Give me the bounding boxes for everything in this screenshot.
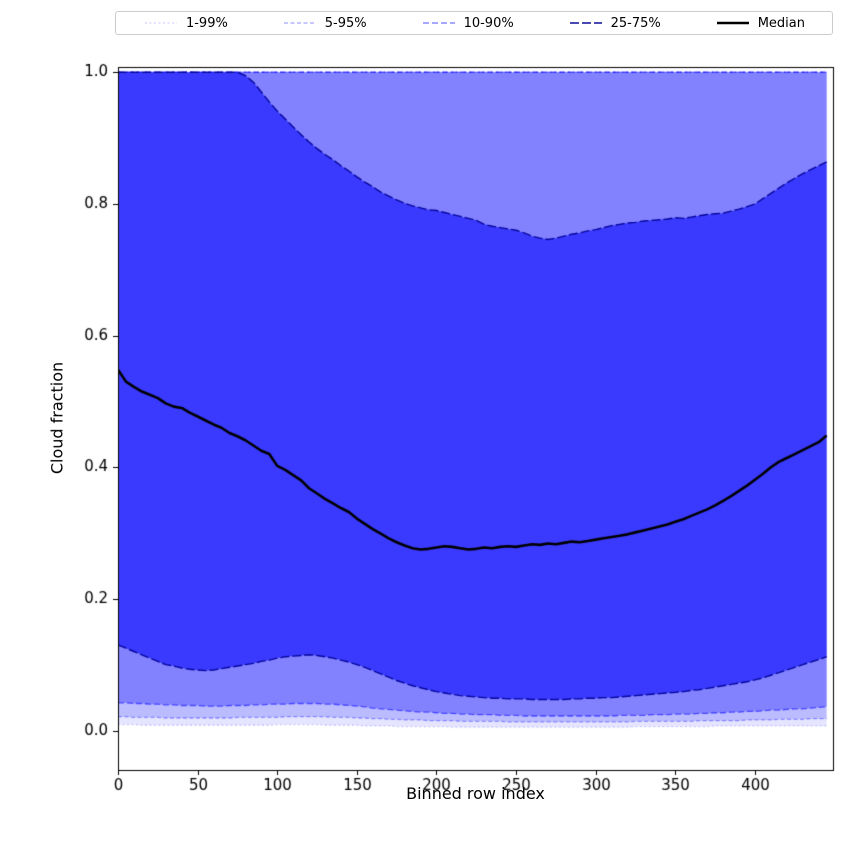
band-1-99-line-icon	[144, 22, 177, 24]
legend-label: 5-95%	[324, 15, 367, 31]
legend-item-10-90: 10-90%	[421, 16, 514, 31]
legend-label: 10-90%	[463, 15, 514, 31]
chart-legend: 1-99% 5-95% 10-90% 25-75% Median	[115, 11, 833, 35]
legend-label: 25-75%	[610, 15, 661, 31]
x-axis-label: Binned row index	[406, 784, 545, 803]
band-10-90-line-icon	[422, 22, 455, 24]
legend-item-25-75: 25-75%	[568, 16, 661, 31]
legend-item-5-95: 5-95%	[282, 16, 367, 31]
median-line-icon	[716, 21, 749, 25]
legend-label: Median	[757, 15, 806, 31]
legend-item-1-99: 1-99%	[143, 16, 228, 31]
legend-label: 1-99%	[185, 15, 228, 31]
band-25-75-line-icon	[569, 22, 602, 24]
legend-item-median: Median	[715, 16, 805, 31]
band-5-95-line-icon	[283, 22, 316, 24]
y-axis-label: Cloud fraction	[47, 361, 67, 475]
